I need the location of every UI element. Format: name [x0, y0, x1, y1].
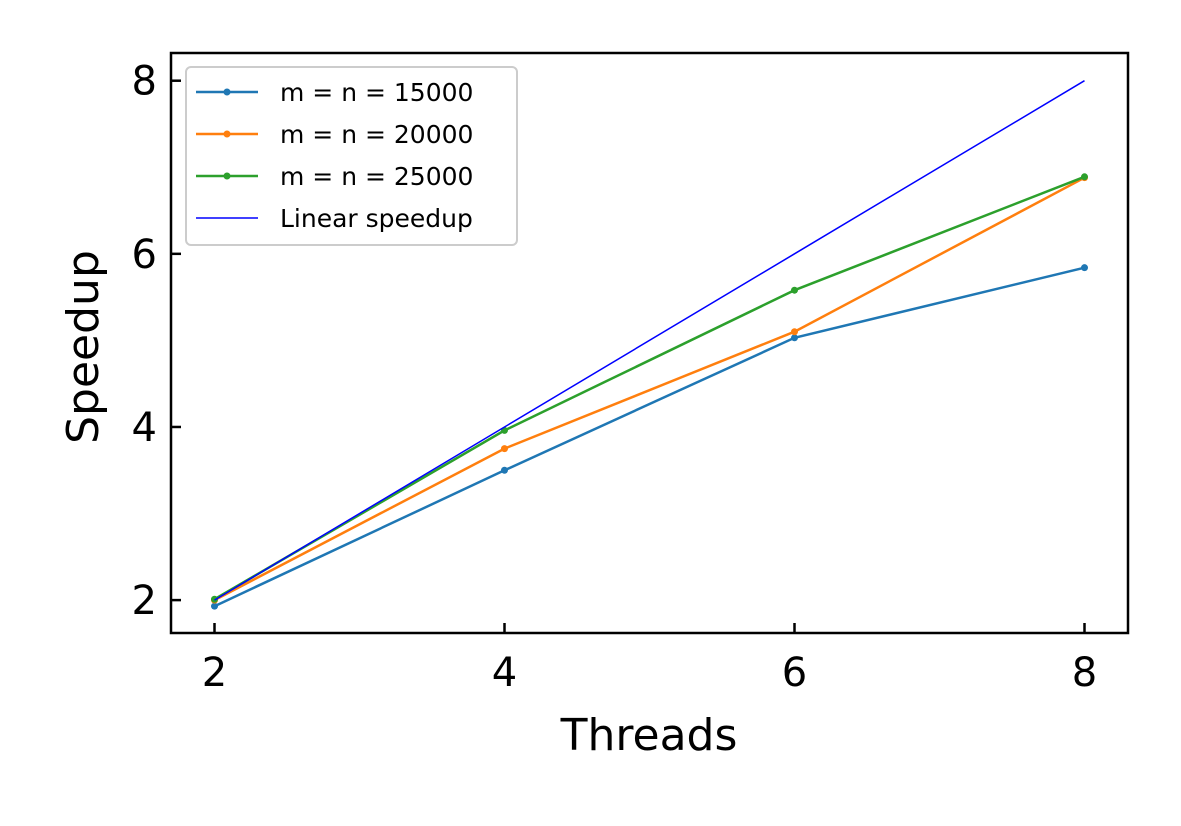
data-point-2-2 — [791, 286, 798, 294]
y-axis-title: Speedup — [58, 250, 109, 444]
y-axis: 2 4 6 8 — [132, 59, 181, 624]
legend-label: m = n = 20000 — [280, 120, 473, 149]
series-line-3 — [214, 80, 1085, 601]
x-axis: 2 4 6 8 — [202, 623, 1097, 696]
series-layer — [211, 80, 1088, 610]
y-tick-label: 4 — [132, 405, 157, 451]
x-tick-label: 2 — [202, 650, 227, 696]
data-point-0-1 — [501, 466, 508, 474]
y-tick-label: 8 — [132, 59, 157, 105]
legend-label: m = n = 25000 — [280, 162, 473, 191]
legend-swatch-marker — [223, 88, 231, 96]
x-tick-label: 8 — [1072, 650, 1097, 696]
legend-label: m = n = 15000 — [280, 78, 473, 107]
data-point-0-0 — [211, 602, 218, 610]
legend: m = n = 15000 m = n = 20000 m = n = 25000 L… — [185, 66, 518, 246]
x-tick-label: 6 — [782, 650, 807, 696]
data-point-1-1 — [501, 445, 508, 453]
y-tick-label: 6 — [132, 232, 157, 278]
legend-label: Linear speedup — [280, 204, 473, 233]
legend-swatch-marker — [223, 172, 231, 180]
data-point-1-2 — [791, 328, 798, 336]
y-tick-label: 2 — [132, 578, 157, 624]
legend-swatch-marker — [223, 130, 231, 138]
series-line-1 — [213, 176, 1086, 602]
series-line-2 — [213, 175, 1085, 601]
x-tick-label: 4 — [492, 650, 517, 696]
legend-box — [185, 66, 518, 246]
data-point-0-3 — [1081, 264, 1088, 272]
series-line-0 — [213, 266, 1085, 608]
data-point-0-2 — [791, 334, 798, 342]
x-axis-title: Threads — [560, 710, 738, 761]
plot-frame — [169, 51, 1130, 635]
data-point-2-3 — [1081, 173, 1088, 181]
